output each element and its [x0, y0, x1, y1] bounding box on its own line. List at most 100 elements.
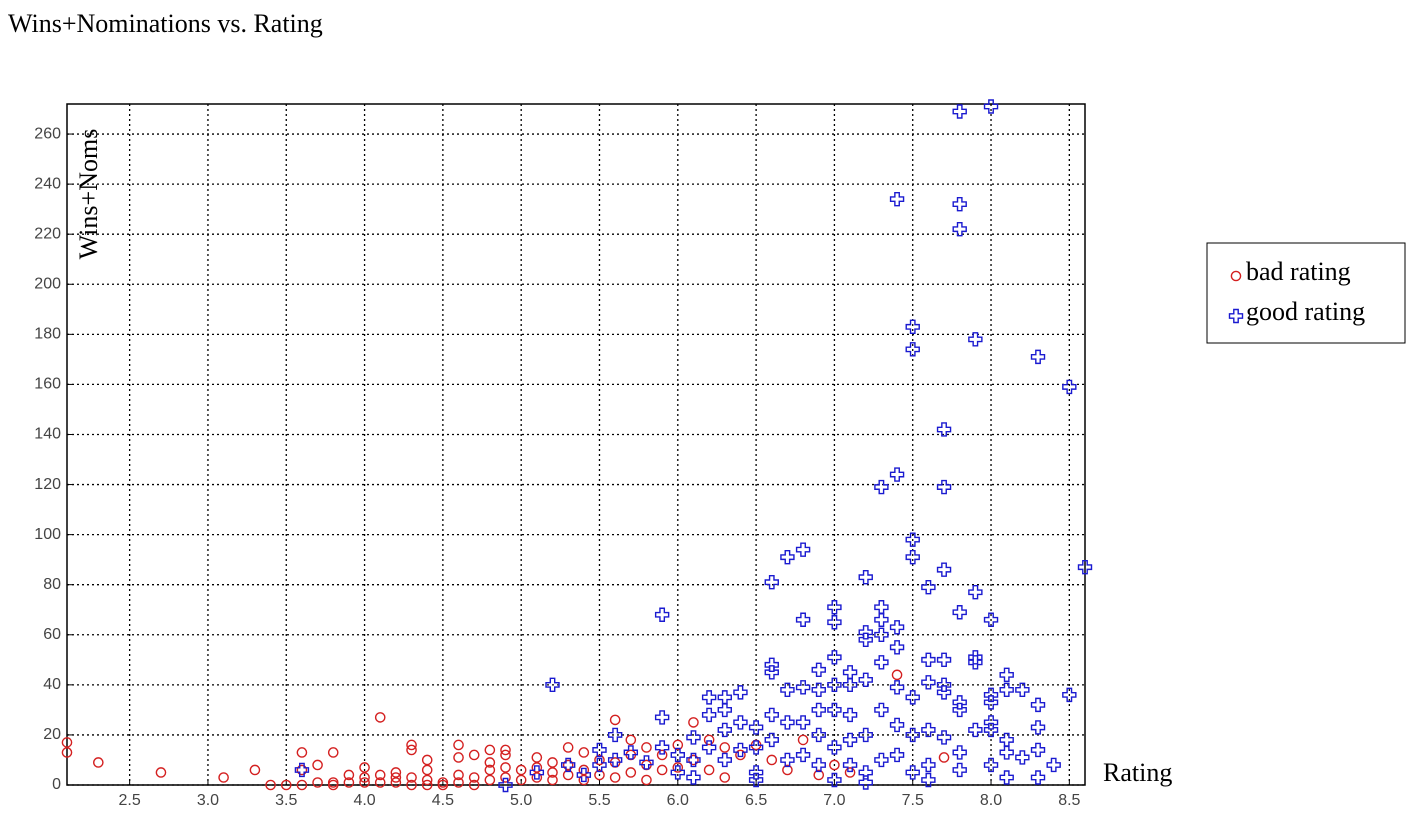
point [155, 767, 167, 778]
point [780, 715, 795, 730]
point [811, 702, 826, 718]
point [983, 722, 999, 738]
point [719, 772, 731, 783]
point [999, 770, 1014, 785]
y-tick-label: 180 [34, 326, 61, 343]
x-tick-label: 4.5 [432, 792, 454, 809]
point [889, 640, 905, 655]
y-tick-label: 120 [34, 476, 61, 493]
point [858, 632, 873, 647]
y-tick-label: 220 [34, 225, 61, 242]
point [576, 767, 592, 783]
point [795, 680, 811, 695]
point [500, 744, 511, 756]
point [701, 707, 717, 723]
y-tick-label: 200 [34, 275, 61, 292]
point [390, 772, 402, 783]
point [421, 754, 433, 766]
point [999, 745, 1014, 760]
point [374, 712, 386, 723]
point [874, 702, 889, 718]
point [468, 749, 480, 761]
point [484, 757, 496, 768]
point [874, 627, 889, 642]
point [406, 772, 417, 783]
point [952, 762, 967, 778]
point [686, 752, 701, 768]
point [437, 779, 449, 791]
point [889, 467, 905, 482]
point [921, 757, 936, 773]
point [249, 764, 261, 776]
point [999, 667, 1014, 683]
point [468, 779, 480, 791]
point [529, 765, 545, 780]
point [500, 762, 511, 773]
point [578, 747, 590, 758]
point [780, 682, 795, 698]
point [905, 532, 920, 547]
point [61, 737, 73, 748]
point [61, 747, 73, 758]
point [921, 675, 936, 690]
point [764, 707, 779, 723]
point [468, 772, 480, 783]
point [968, 332, 983, 347]
point [889, 747, 905, 763]
point [498, 777, 513, 793]
point [921, 652, 936, 668]
point [1062, 687, 1077, 703]
point [858, 672, 873, 688]
point [983, 757, 999, 773]
point [1030, 770, 1046, 785]
point [406, 739, 417, 751]
x-tick-label: 7.0 [823, 792, 845, 809]
point [905, 319, 920, 335]
point [484, 764, 496, 776]
legend-label: bad rating [1246, 257, 1351, 286]
y-tick-label: 40 [43, 676, 61, 693]
point [968, 585, 983, 600]
x-tick-label: 5.0 [510, 792, 532, 809]
point [654, 740, 670, 755]
point [968, 655, 983, 670]
point [1030, 349, 1046, 365]
y-tick-label: 240 [34, 175, 61, 192]
point [421, 774, 433, 786]
point [827, 650, 842, 665]
point [905, 549, 920, 565]
point [829, 759, 840, 771]
point [952, 695, 967, 710]
point [390, 767, 402, 778]
point [797, 734, 809, 746]
point [688, 754, 699, 766]
point [327, 747, 339, 758]
point [936, 677, 952, 693]
point [609, 714, 621, 726]
point [453, 777, 464, 788]
point [827, 615, 842, 630]
legend-marker [1228, 308, 1244, 324]
point [889, 620, 905, 635]
point [296, 764, 308, 776]
point [359, 772, 370, 783]
point [294, 762, 310, 778]
point [594, 754, 605, 766]
point [858, 625, 873, 640]
point [515, 764, 527, 776]
point [562, 742, 574, 753]
point [735, 749, 746, 761]
point [874, 655, 889, 670]
point [905, 342, 920, 357]
point [717, 722, 732, 738]
point [641, 742, 652, 753]
x-tick-label: 6.0 [667, 792, 689, 809]
point [656, 749, 668, 761]
point [936, 652, 952, 668]
point [578, 774, 590, 786]
point [592, 757, 607, 773]
point [999, 682, 1014, 698]
point [327, 779, 339, 791]
point [748, 740, 764, 755]
